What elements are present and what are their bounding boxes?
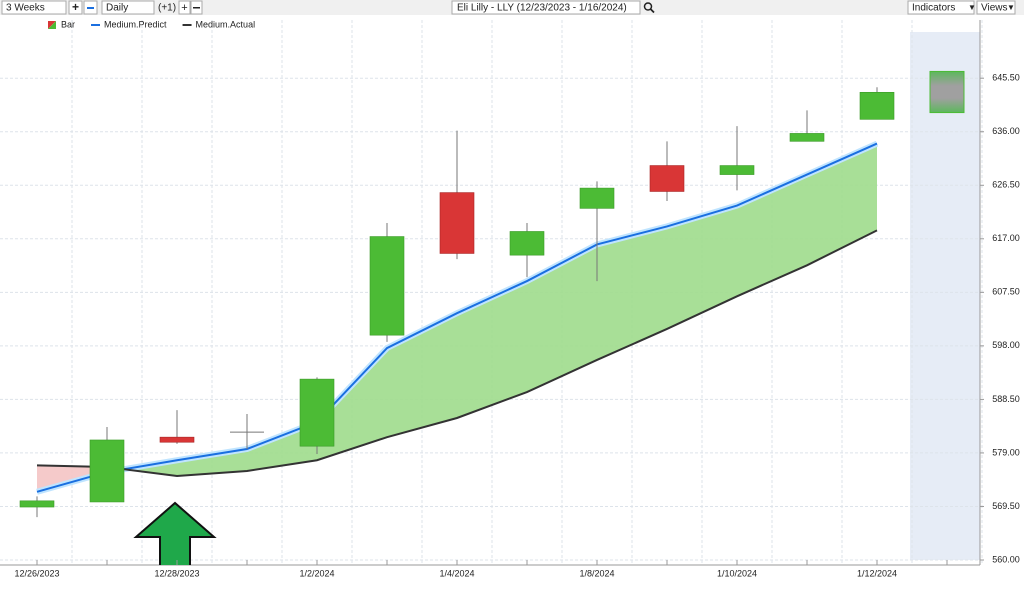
indicators-text: Indicators [912, 3, 955, 14]
band-fill [807, 143, 877, 266]
y-tick-label: 636.00 [992, 126, 1020, 136]
x-tick-label: 1/12/2024 [857, 568, 897, 578]
plus-icon: + [181, 2, 187, 14]
minus-icon [87, 7, 94, 9]
candle-body [649, 165, 685, 192]
plot [0, 20, 983, 565]
dropdown-arrow: ▼ [1007, 3, 1015, 12]
range-text: 3 Weeks [6, 3, 45, 14]
toolbar: 3 Weeks + Daily (+1) + Eli Lilly - LLY (… [0, 0, 1024, 15]
arrow-up [133, 501, 217, 565]
interval-text: Daily [106, 3, 128, 14]
x-tick-label: 1/8/2024 [579, 568, 614, 578]
views-text: Views [981, 3, 1008, 14]
band-fill [457, 281, 527, 418]
search-handle [649, 8, 655, 14]
band-fill [737, 174, 807, 297]
band-fill [247, 421, 317, 471]
candle-body [369, 236, 405, 336]
y-tick-label: 569.50 [992, 501, 1020, 511]
chart-title: Eli Lilly - LLY (12/23/2023 - 1/16/2024) [457, 3, 627, 14]
interval-select[interactable] [101, 0, 155, 15]
candle-body [19, 500, 55, 508]
y-tick-label: 607.50 [992, 287, 1020, 297]
legend-label: Bar [61, 19, 75, 29]
y-tick-label: 560.00 [992, 554, 1020, 564]
series-line [36, 229, 878, 478]
views-select[interactable] [976, 0, 1016, 15]
indicators-select[interactable] [907, 0, 975, 15]
forecast-box [929, 70, 965, 114]
search-icon[interactable] [643, 2, 653, 11]
candle-body [789, 133, 825, 142]
dropdown-arrow: ▼ [968, 3, 976, 12]
y-tick-label: 588.50 [992, 394, 1020, 404]
series-line [36, 142, 878, 493]
candle-body [509, 231, 545, 256]
band-fill [527, 244, 597, 393]
forecast-zone [910, 32, 980, 560]
x-tick-label: 12/26/2023 [14, 568, 59, 578]
y-tick-label: 645.50 [992, 73, 1020, 83]
x-tick-label: 1/4/2024 [439, 568, 474, 578]
x-tick-label: 1/10/2024 [717, 568, 757, 578]
y-tick-label: 579.00 [992, 447, 1020, 457]
offset-text: (+1) [158, 3, 176, 14]
minus-icon [193, 7, 200, 9]
legend-label: Medium.Predict [104, 19, 167, 29]
candle-body [89, 439, 125, 503]
y-tick-label: 626.50 [992, 180, 1020, 190]
x-tick-label: 1/2/2024 [299, 568, 334, 578]
y-tick-label: 617.00 [992, 233, 1020, 243]
legend: Bar Medium.Predict Medium.Actual [48, 19, 255, 29]
y-tick-label: 598.00 [992, 340, 1020, 350]
plus-icon: + [72, 0, 79, 14]
band-fill [317, 348, 387, 461]
symbol-input[interactable] [451, 0, 641, 15]
candle-body [159, 436, 195, 443]
candle-body [719, 165, 755, 175]
candle-body [859, 91, 895, 120]
candle-body [579, 187, 615, 209]
candle-body [439, 192, 475, 254]
candle-body [299, 378, 335, 447]
zoom-in[interactable] [68, 0, 83, 15]
x-tick-label: 12/28/2023 [154, 568, 199, 578]
band-fill [597, 226, 667, 360]
band-fill [177, 448, 247, 477]
offset-plus[interactable] [178, 0, 191, 15]
legend-label: Medium.Actual [196, 19, 256, 29]
band-fill [667, 205, 737, 329]
range-select[interactable] [1, 0, 67, 15]
band-fill [387, 313, 457, 438]
legend-swatch [48, 21, 56, 29]
